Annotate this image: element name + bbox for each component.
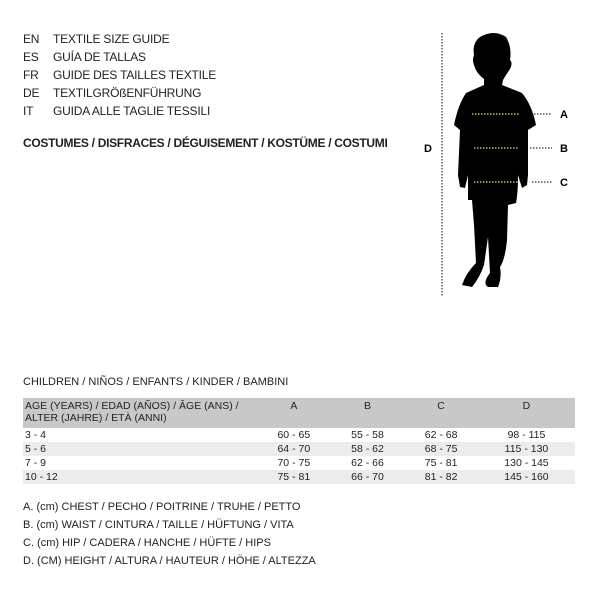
header-a: A [257,398,331,428]
measure-lines [472,113,520,183]
header-age: AGE (YEARS) / EDAD (AÑOS) / ÂGE (ANS) / … [23,398,257,428]
table-row: 3 - 4 60 - 65 55 - 58 62 - 68 98 - 115 [23,428,575,442]
header-b: B [330,398,405,428]
table-row: 7 - 9 70 - 75 62 - 66 75 - 81 130 - 145 [23,456,575,470]
title-de: DE TEXTILGRÖßENFÜHRUNG [23,86,201,100]
title-fr: FR GUIDE DES TAILLES TEXTILE [23,68,216,82]
lang-code: IT [23,104,34,118]
lang-title: GUIDE DES TAILLES TEXTILE [53,68,217,82]
header-c: C [404,398,478,428]
title-es: ES GUÍA DE TALLAS [23,50,146,64]
label-d: D [424,143,432,155]
lang-code: FR [23,68,39,82]
cell: 70 - 75 [277,457,311,469]
cell: 60 - 65 [277,429,311,441]
lang-code: DE [23,86,40,100]
note-waist: B. (cm) WAIST / CINTURA / TAILLE / HÜFTU… [23,519,294,531]
cell: 98 - 115 [507,429,546,441]
title-en: EN TEXTILE SIZE GUIDE [23,32,170,46]
table-title: CHILDREN / NIÑOS / ENFANTS / KINDER / BA… [23,376,289,388]
cell: 58 - 62 [330,442,405,456]
label-c: C [560,177,568,189]
lang-code: ES [23,50,39,64]
note-height: D. (CM) HEIGHT / ALTURA / HAUTEUR / HÖHE… [23,555,316,567]
lang-title: GUÍA DE TALLAS [53,50,146,64]
title-it: IT GUIDA ALLE TAGLIE TESSILI [23,104,210,118]
label-b: B [560,143,568,155]
cell: 66 - 70 [330,470,405,484]
table-row: 10 - 12 75 - 81 66 - 70 81 - 82 145 - 160 [23,470,575,484]
header-d: D [477,398,575,428]
size-table: AGE (YEARS) / EDAD (AÑOS) / ÂGE (ANS) / … [23,398,575,484]
cell: 75 - 81 [424,457,458,469]
child-silhouette-icon [454,33,536,287]
cell: 62 - 66 [351,457,384,469]
lang-title: TEXTILE SIZE GUIDE [53,32,170,46]
table-row: 5 - 6 64 - 70 58 - 62 68 - 75 115 - 130 [23,442,575,456]
cell: 75 - 81 [257,470,331,484]
lang-title: GUIDA ALLE TAGLIE TESSILI [53,104,211,118]
cell: 5 - 6 [23,442,257,456]
cell: 64 - 70 [257,442,331,456]
cell: 130 - 145 [504,457,549,469]
cell: 55 - 58 [351,429,384,441]
cell: 68 - 75 [404,442,478,456]
note-hip: C. (cm) HIP / CADERA / HANCHE / HÜFTE / … [23,537,271,549]
lang-title: TEXTILGRÖßENFÜHRUNG [53,86,202,100]
cell: 3 - 4 [25,429,47,441]
child-silhouette-figure: D A B C [424,33,568,297]
cell: 62 - 68 [424,429,458,441]
cell: 7 - 9 [25,457,47,469]
cell: 115 - 130 [477,442,575,456]
note-chest: A. (cm) CHEST / PECHO / POITRINE / TRUHE… [23,501,301,513]
label-a: A [560,109,568,121]
cell: 81 - 82 [404,470,478,484]
category-heading: COSTUMES / DISFRACES / DÉGUISEMENT / KOS… [23,136,388,150]
lang-code: EN [23,32,40,46]
cell: 10 - 12 [23,470,257,484]
table-header: AGE (YEARS) / EDAD (AÑOS) / ÂGE (ANS) / … [23,398,575,428]
cell: 145 - 160 [477,470,575,484]
